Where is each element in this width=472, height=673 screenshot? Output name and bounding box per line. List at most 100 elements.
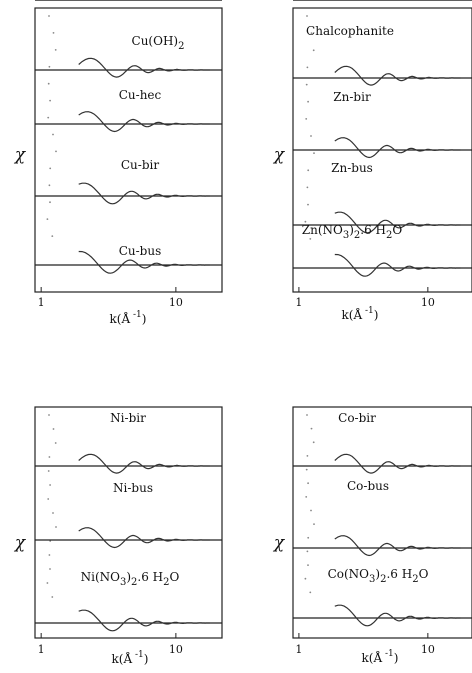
edge-dot xyxy=(307,536,310,539)
x-tick-label: 10 xyxy=(421,296,435,309)
edge-dot xyxy=(52,428,55,430)
edge-dot xyxy=(47,116,50,119)
trace-label: Ni(NO3)2.6 H2O xyxy=(81,570,180,588)
panel-top-left: χ 1 10 k(Å -1) Cu(OH)2 Cu-hec Cu-bir Cu-bus xyxy=(14,0,223,326)
edge-dot xyxy=(46,218,49,221)
edge-dot xyxy=(305,118,308,120)
edge-dot xyxy=(310,135,312,137)
trace-label: Cu-bus xyxy=(119,244,162,258)
trace-curve xyxy=(78,182,210,205)
x-tick-label: 1 xyxy=(38,643,45,656)
edge-dot xyxy=(48,15,50,17)
edge-dot xyxy=(307,564,309,566)
edge-dot xyxy=(305,83,308,86)
edge-dot xyxy=(309,238,312,240)
edge-dot xyxy=(304,577,307,580)
trace-label: Cu-hec xyxy=(119,88,162,102)
edge-dot xyxy=(307,482,309,485)
edge-dot xyxy=(306,550,309,553)
x-tick-label: 1 xyxy=(38,296,45,309)
edge-dot xyxy=(48,184,51,187)
x-axis-label: k(Å -1) xyxy=(112,650,149,666)
edge-dot xyxy=(51,596,54,598)
edge-dot xyxy=(306,414,308,416)
edge-dot xyxy=(47,82,50,85)
edge-dot xyxy=(54,442,57,444)
edge-dot xyxy=(305,468,308,471)
edge-dot xyxy=(54,49,57,51)
trace-curve xyxy=(334,211,461,234)
edge-dot xyxy=(306,66,309,69)
edge-dot xyxy=(47,498,50,500)
trace-curve xyxy=(78,57,210,78)
edge-dot xyxy=(49,201,51,204)
trace-curve xyxy=(78,250,210,274)
panel-top-right: χ 1 10 k(Å -1) Chalcophanite Zn-bir Zn-bus Zn(N… xyxy=(273,0,472,322)
y-axis-label: χ xyxy=(273,533,286,553)
trace-label: Co(NO3)2.6 H2O xyxy=(328,567,429,585)
x-tick-label: 10 xyxy=(421,643,435,656)
edge-dot xyxy=(52,512,54,514)
y-axis-label: χ xyxy=(14,145,27,165)
trace-label: Chalcophanite xyxy=(306,24,394,38)
x-axis-label: k(Å -1) xyxy=(342,306,379,322)
edge-dot xyxy=(48,456,51,458)
edge-dot xyxy=(312,49,315,52)
edge-dot xyxy=(52,133,54,136)
y-axis-label: χ xyxy=(14,533,27,553)
edge-dot xyxy=(48,414,50,416)
edge-dot xyxy=(313,152,315,155)
x-tick-label: 1 xyxy=(295,643,302,656)
y-axis-label: χ xyxy=(273,145,286,165)
x-tick-label: 1 xyxy=(295,296,302,309)
x-tick-label: 10 xyxy=(169,643,183,656)
trace-label: Zn-bus xyxy=(331,161,373,175)
edge-dot xyxy=(55,526,57,528)
edge-dot xyxy=(306,186,309,189)
edge-dot xyxy=(48,65,51,68)
x-axis-label: k(Å -1) xyxy=(110,310,147,326)
edge-dot xyxy=(310,32,313,34)
edge-dot xyxy=(49,568,51,570)
edge-dot xyxy=(307,203,309,206)
edge-dot xyxy=(305,496,308,498)
trace-label: Ni-bus xyxy=(113,481,153,495)
edge-dot xyxy=(51,235,54,238)
trace-curve xyxy=(334,535,461,557)
trace-label: Ni-bir xyxy=(110,411,146,425)
trace-curve xyxy=(78,453,210,474)
edge-dot xyxy=(312,441,315,444)
trace-label: Zn-bir xyxy=(333,90,371,104)
trace-curve xyxy=(78,527,210,549)
panel-bottom-left: χ 1 10 k(Å -1) Ni-bir Ni-bus Ni(NO3)2.6 H2O xyxy=(14,0,223,666)
edge-dot xyxy=(304,220,307,223)
edge-dot xyxy=(49,99,51,102)
trace-curve xyxy=(334,65,461,86)
x-tick-label: 10 xyxy=(169,296,183,309)
panel-bottom-right: χ 1 10 k(Å -1) Co-bir Co-bus Co(NO3)2.6 H2O xyxy=(273,0,472,665)
trace-label: Cu(OH)2 xyxy=(132,34,185,52)
edge-dot xyxy=(49,167,52,170)
edge-dot xyxy=(313,523,315,525)
panel-frame xyxy=(34,7,223,293)
edge-dot xyxy=(48,554,51,556)
trace-curve xyxy=(78,111,210,133)
edge-dot xyxy=(310,509,312,512)
edge-dot xyxy=(307,169,310,172)
trace-curve xyxy=(334,253,461,277)
edge-dot xyxy=(306,455,309,457)
edge-dot xyxy=(307,100,309,103)
edge-dot xyxy=(49,484,51,486)
trace-label: Zn(NO3)2.6 H2O xyxy=(302,223,403,241)
edge-dot xyxy=(55,150,57,153)
panel-frame xyxy=(292,406,472,639)
trace-curve xyxy=(334,604,461,627)
trace-curve xyxy=(334,137,461,159)
edge-dot xyxy=(309,591,312,594)
trace-label: Co-bus xyxy=(347,479,389,493)
x-axis-label: k(Å -1) xyxy=(362,649,399,665)
edge-dot xyxy=(47,470,50,472)
edge-dot xyxy=(52,32,55,34)
trace-label: Co-bir xyxy=(338,411,376,425)
trace-label: Cu-bir xyxy=(121,158,159,172)
